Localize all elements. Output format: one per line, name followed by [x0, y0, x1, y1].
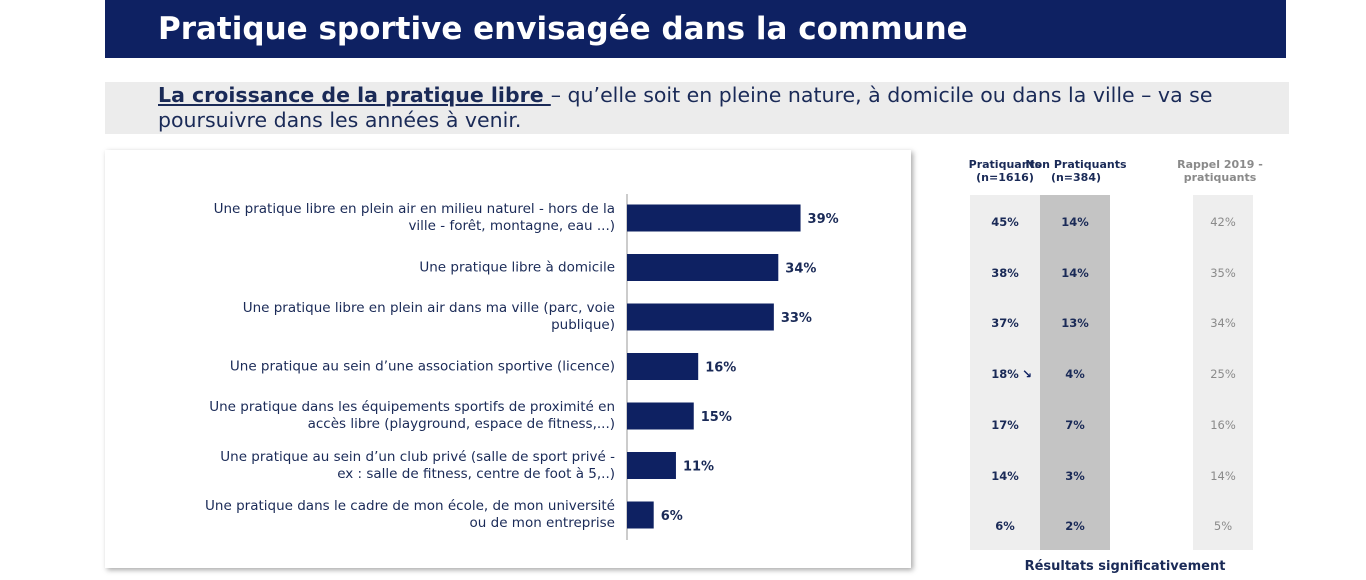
- bar: [627, 402, 694, 430]
- practitioners-value: 17%: [991, 417, 1019, 432]
- bar-value-label: 16%: [705, 361, 736, 376]
- non-practitioners-value: 4%: [1065, 367, 1085, 382]
- practitioners-value: 38%: [991, 265, 1019, 280]
- recall-value: 42%: [1210, 215, 1236, 229]
- bar-value-label: 6%: [661, 509, 683, 524]
- subtitle: La croissance de la pratique libre – qu’…: [158, 83, 1278, 133]
- non-practitioners-value: 2%: [1065, 519, 1085, 534]
- down-right-arrow-icon: ↘: [1021, 367, 1033, 382]
- recall-value: 5%: [1213, 519, 1233, 534]
- bar: [627, 452, 676, 479]
- bar-value-label: 11%: [683, 460, 714, 475]
- bar: [627, 204, 801, 232]
- page-title: Pratique sportive envisagée dans la comm…: [158, 11, 968, 47]
- subtitle-band: [105, 82, 1289, 134]
- practitioners-value: 18%: [991, 367, 1019, 382]
- practitioners-value: 6%: [995, 519, 1015, 534]
- practitioners-value: 45%: [991, 215, 1019, 229]
- recall-value: 35%: [1210, 265, 1236, 280]
- header-recall-text: Rappel 2019 - pratiquants: [1177, 158, 1263, 184]
- subtitle-rest: – qu’elle soit en pleine nature, à domic…: [158, 83, 1213, 132]
- bar-value-label: 15%: [701, 410, 732, 425]
- category-label: Une pratique au sein d’une association s…: [229, 358, 615, 374]
- bar: [627, 254, 779, 281]
- category-label: Une pratique libre en plein air dans ma …: [242, 300, 615, 333]
- recall-value: 14%: [1210, 468, 1236, 483]
- bar: [627, 353, 699, 380]
- recall-value: 25%: [1210, 367, 1236, 382]
- header-practitioners: Pratiquants (n=1616): [955, 158, 1055, 184]
- recall-column: [1193, 195, 1253, 550]
- category-label: Une pratique au sein d’un club privé (sa…: [220, 448, 615, 482]
- footnote: Résultats significativement: [1024, 559, 1226, 574]
- recall-value: 34%: [1210, 316, 1236, 331]
- practitioners-value: 37%: [991, 316, 1019, 331]
- practitioners-value: 14%: [991, 468, 1019, 483]
- bar: [627, 501, 654, 529]
- category-label: Une pratique libre en plein air en milie…: [213, 201, 615, 234]
- header-non-practitioners-text: Non Pratiquants (n=384): [1025, 158, 1127, 184]
- non-practitioners-value: 13%: [1061, 316, 1089, 331]
- non-practitioners-value: 14%: [1061, 215, 1089, 229]
- non-practitioners-value: 7%: [1065, 417, 1085, 432]
- recall-value: 16%: [1210, 417, 1236, 432]
- category-label: Une pratique libre à domicile: [419, 259, 615, 275]
- category-label: Une pratique dans les équipements sporti…: [209, 399, 615, 432]
- practitioners-column: [970, 195, 1040, 550]
- non-practitioners-column: [1040, 195, 1110, 550]
- bar: [627, 303, 774, 331]
- bar-chart: 39% 34% 33% 16% 15% 11% 6%: [626, 194, 839, 540]
- bar-value-label: 34%: [785, 262, 816, 277]
- category-label: Une pratique dans le cadre de mon école,…: [205, 498, 615, 531]
- bar-value-label: 33%: [781, 311, 812, 326]
- header-non-practitioners: Non Pratiquants (n=384): [1024, 158, 1128, 184]
- title-band: [105, 0, 1286, 58]
- non-practitioners-value: 3%: [1065, 468, 1085, 483]
- bar-value-label: 39%: [808, 212, 839, 227]
- header-practitioners-text: Pratiquants (n=1616): [968, 158, 1042, 184]
- header-recall: Rappel 2019 - pratiquants: [1170, 158, 1270, 184]
- non-practitioners-value: 14%: [1061, 265, 1089, 280]
- subtitle-lead: La croissance de la pratique libre: [158, 83, 551, 107]
